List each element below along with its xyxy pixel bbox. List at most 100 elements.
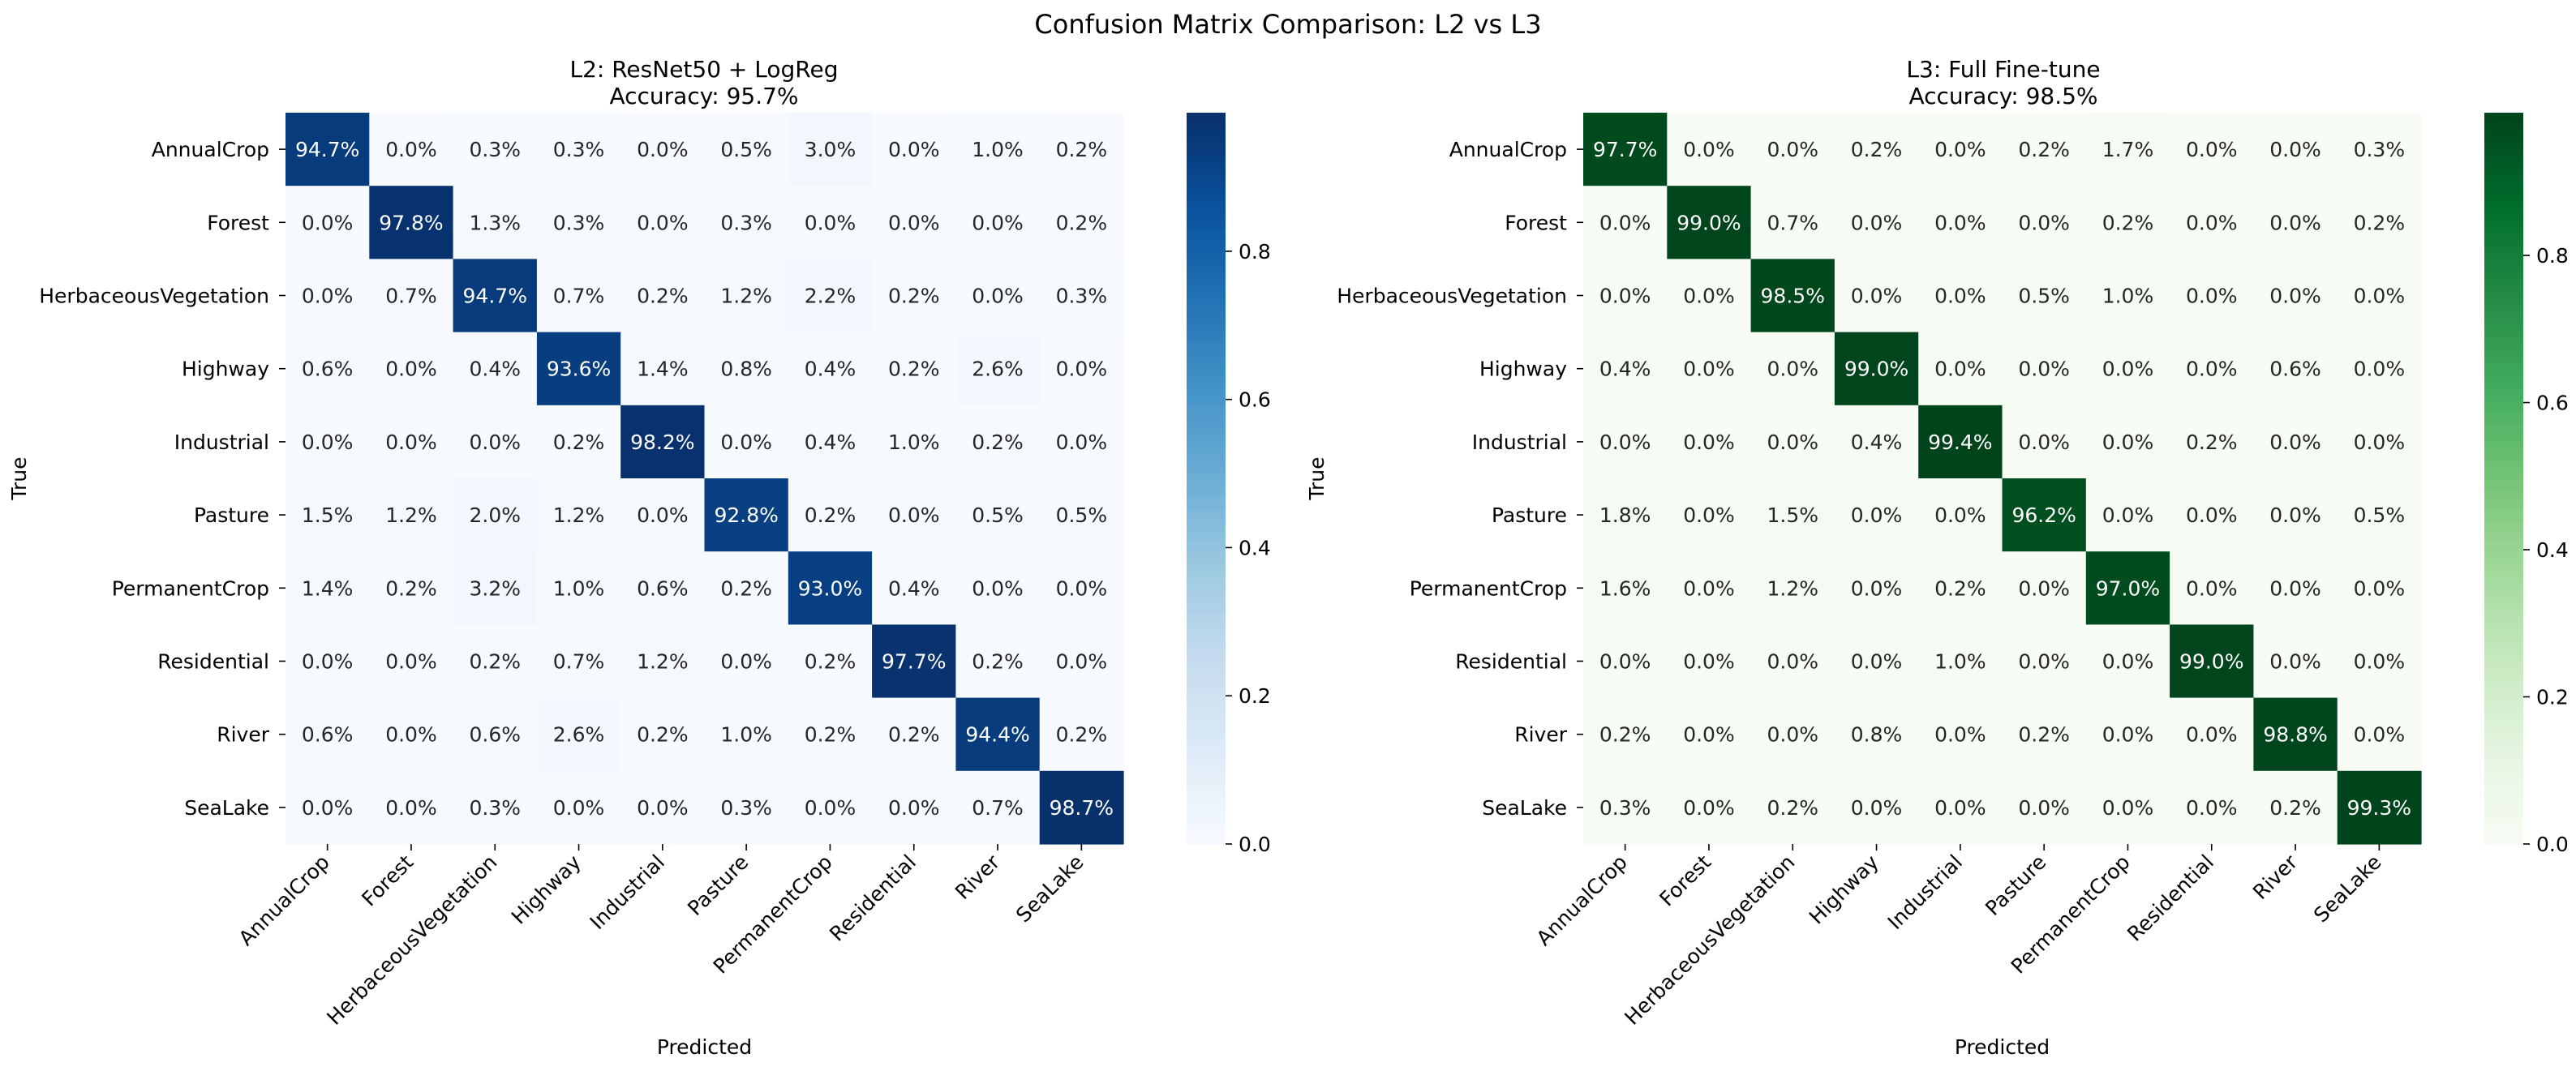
- colorbar-segment: [2484, 673, 2523, 680]
- heatmap-cell: [872, 624, 956, 699]
- y-tick-label: HerbaceousVegetation: [1337, 285, 1567, 308]
- heatmap-cell: [704, 478, 789, 552]
- cell-value-label: 0.0%: [1934, 358, 1986, 381]
- panel-subtitle: Accuracy: 95.7%: [609, 83, 798, 109]
- colorbar-segment: [1187, 210, 1226, 217]
- x-tick-label: SeaLake: [1011, 850, 1088, 927]
- colorbar-segment: [2484, 465, 2523, 473]
- colorbar-segment: [1187, 709, 1226, 717]
- x-tick-label: HerbaceousVegetation: [322, 850, 501, 1030]
- cell-value-label: 0.0%: [972, 576, 1024, 600]
- heatmap-cell: [620, 770, 706, 845]
- colorbar-segment: [2484, 508, 2523, 516]
- colorbar-segment: [1187, 314, 1226, 321]
- colorbar-segment: [1187, 283, 1226, 290]
- colorbar-segment: [2484, 801, 2523, 808]
- cell-value-label: 0.0%: [1851, 285, 1903, 308]
- cell-value-label: 0.2%: [2018, 138, 2070, 161]
- heatmap-cell: [1583, 478, 1668, 552]
- colorbar-segment: [1187, 472, 1226, 479]
- heatmap-cell: [955, 697, 1041, 772]
- heatmap-cell: [1667, 113, 1752, 186]
- colorbar: 0.0 0.2 0.4 0.6 0.8: [1187, 113, 1271, 856]
- cell-value-label: 0.0%: [805, 796, 857, 820]
- cell-value-label: 0.0%: [2269, 285, 2321, 308]
- heatmap-cell: [369, 770, 454, 845]
- heatmap-cell: [620, 113, 706, 186]
- cell-value-label: 0.0%: [2354, 576, 2406, 600]
- cell-value-label: 0.3%: [2354, 138, 2406, 161]
- colorbar-tick-label: 0.6: [1239, 388, 1271, 412]
- colorbar-segment: [1187, 630, 1226, 638]
- heatmap-cell: [1039, 551, 1124, 625]
- colorbar-segment: [1187, 465, 1226, 473]
- colorbar-segment: [1187, 216, 1226, 224]
- colorbar-segment: [2484, 722, 2523, 729]
- colorbar-segment: [1187, 722, 1226, 729]
- heatmap-cell: [872, 186, 956, 259]
- colorbar-segment: [2484, 527, 2523, 534]
- heatmap-cell: [1834, 770, 1919, 845]
- colorbar-segment: [2484, 746, 2523, 754]
- cell-value-label: 97.8%: [379, 211, 443, 234]
- x-tick-label: HerbaceousVegetation: [1620, 850, 1799, 1030]
- heatmap-cell: [788, 478, 873, 552]
- heatmap-cell: [2337, 551, 2422, 625]
- cell-value-label: 0.0%: [1683, 358, 1735, 381]
- heatmap-cell: [536, 551, 621, 625]
- cell-value-label: 0.0%: [553, 796, 605, 820]
- cell-value-label: 1.2%: [1767, 576, 1818, 600]
- heatmap-cell: [2170, 624, 2254, 699]
- heatmap-cell: [2337, 259, 2422, 333]
- cell-value-label: 0.0%: [1683, 285, 1735, 308]
- colorbar-segment: [1187, 545, 1226, 552]
- x-tick-label: Residential: [2123, 850, 2218, 946]
- heatmap-cell: [536, 186, 621, 259]
- colorbar-segment: [1187, 234, 1226, 242]
- cell-value-label: 0.6%: [302, 358, 354, 381]
- heatmap-cell: [369, 697, 454, 772]
- cell-value-label: 0.0%: [2186, 796, 2238, 820]
- heatmap-cell: [704, 697, 789, 772]
- colorbar-segment: [1187, 271, 1226, 278]
- heatmap-cell: [620, 624, 706, 699]
- heatmap-cell: [2337, 770, 2422, 845]
- colorbar-segment: [1187, 198, 1226, 205]
- cell-value-label: 99.0%: [1677, 211, 1741, 234]
- cell-value-label: 0.3%: [1599, 796, 1651, 820]
- colorbar-segment: [2484, 460, 2523, 467]
- colorbar-segment: [2484, 149, 2523, 156]
- y-tick-label: AnnualCrop: [1449, 138, 1567, 161]
- heatmap-cell: [2253, 551, 2338, 625]
- heatmap-cell: [286, 259, 370, 333]
- cell-value-label: 0.4%: [805, 358, 857, 381]
- figure-title: Confusion Matrix Comparison: L2 vs L3: [1034, 9, 1541, 40]
- heatmap-cell: [1583, 770, 1668, 845]
- colorbar-segment: [2484, 521, 2523, 528]
- colorbar-segment: [2484, 654, 2523, 662]
- cell-value-label: 1.0%: [553, 576, 605, 600]
- heatmap-cell: [955, 259, 1041, 333]
- heatmap-cell: [1834, 259, 1919, 333]
- heatmap-cell: [2085, 770, 2170, 845]
- heatmap-cell: [704, 332, 789, 406]
- cell-value-label: 0.0%: [385, 796, 437, 820]
- heatmap-cell: [453, 697, 538, 772]
- cell-value-label: 0.0%: [385, 650, 437, 674]
- colorbar-segment: [1187, 246, 1226, 254]
- heatmap-cell: [536, 259, 621, 333]
- heatmap-cell: [2002, 478, 2087, 552]
- colorbar-segment: [2484, 795, 2523, 803]
- colorbar-segment: [2484, 118, 2523, 126]
- cell-value-label: 0.6%: [469, 723, 521, 747]
- heatmap-cell: [2170, 478, 2254, 552]
- colorbar-segment: [2484, 716, 2523, 723]
- cell-value-label: 0.0%: [2186, 211, 2238, 234]
- cell-value-label: 99.4%: [1928, 431, 1992, 454]
- cell-value-label: 0.0%: [1934, 211, 1986, 234]
- colorbar-segment: [2484, 125, 2523, 132]
- colorbar-segment: [1187, 375, 1226, 382]
- heatmap-cell: [369, 332, 454, 406]
